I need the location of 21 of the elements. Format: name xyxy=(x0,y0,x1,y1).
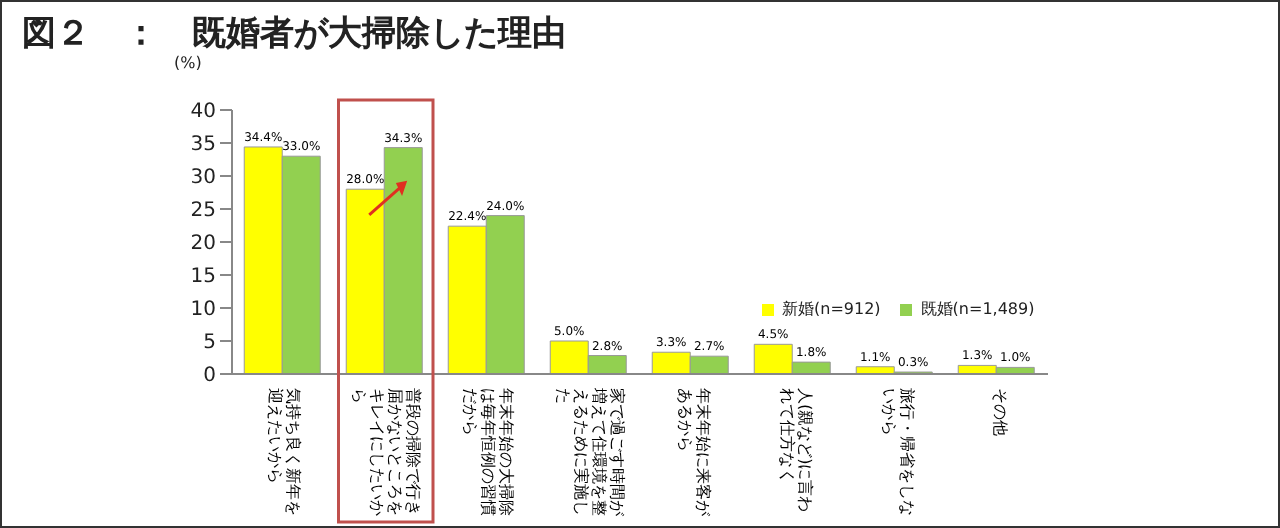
x-tick-label: 気持ち良く新年を迎えたいから xyxy=(265,388,302,520)
y-tick-label: 25 xyxy=(190,200,216,223)
x-tick-label: 旅行・帰省をしないから xyxy=(880,388,917,520)
y-tick-label: 0 xyxy=(203,365,216,388)
x-tick-label: 家で過ごす時間が増えて住環境を整えるために実施した xyxy=(554,388,627,520)
legend-label: 既婚(n=1,489) xyxy=(920,300,1035,318)
x-tick-label: その他 xyxy=(991,388,1010,440)
y-tick-label: 20 xyxy=(190,233,216,256)
y-tick-label: 10 xyxy=(190,299,216,322)
x-tick-label: 年末年始の大掃除は毎年恒例の習慣だから xyxy=(461,388,516,520)
x-tick-label: 年末年始に来客があるから xyxy=(675,388,712,520)
x-tick-label: 普段の掃除で行き届かないところをキレイにしたいから xyxy=(349,388,422,520)
y-tick-label: 40 xyxy=(190,101,216,124)
y-tick-label: 35 xyxy=(190,134,216,157)
chart-title: 図２ ： 既婚者が大掃除した理由 xyxy=(22,12,566,55)
y-axis-title: (%) xyxy=(174,54,202,72)
x-tick-label: 人(親など)に言われて仕方なく xyxy=(777,388,814,517)
y-tick-label: 30 xyxy=(190,167,216,190)
y-tick-label: 15 xyxy=(190,266,216,289)
legend-label: 新婚(n=912) xyxy=(782,300,881,318)
y-tick-label: 5 xyxy=(203,332,216,355)
